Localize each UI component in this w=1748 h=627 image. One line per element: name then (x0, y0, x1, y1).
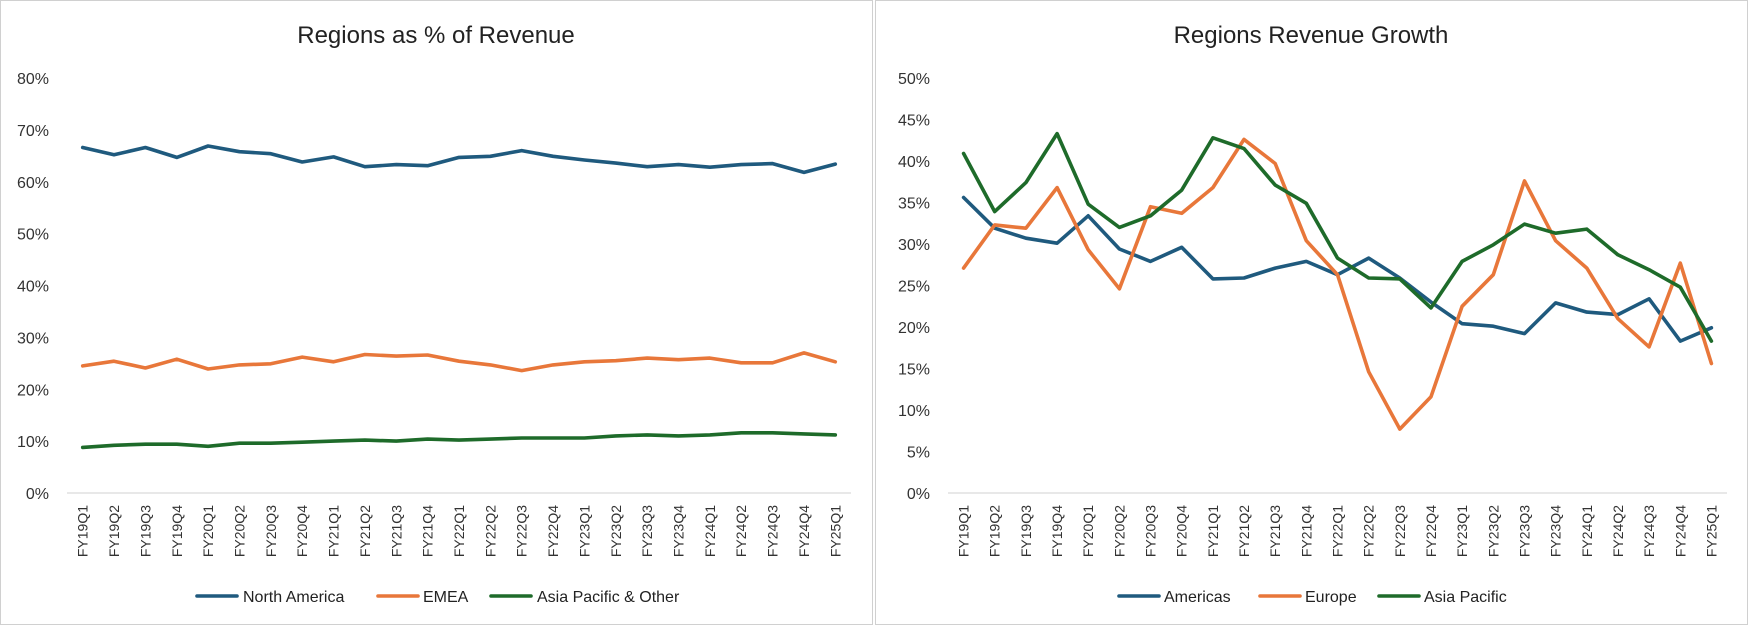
y-tick-label: 50% (898, 71, 930, 88)
legend: Americas Europe Asia Pacific (1117, 589, 1507, 606)
x-tick-label: FY20Q4 (294, 505, 310, 557)
x-tick-label: FY20Q2 (231, 505, 247, 557)
x-tick-label: FY22Q3 (1392, 505, 1408, 557)
x-tick-label: FY19Q2 (106, 505, 122, 557)
y-axis: 0% 5% 10% 15% 20% 25% 30% 35% 40% 45% 50% (898, 71, 930, 503)
series-group (961, 131, 1714, 431)
y-tick-label: 30% (898, 237, 930, 254)
x-tick-label: FY23Q2 (1485, 505, 1501, 557)
x-tick-label: FY25Q1 (1703, 505, 1719, 557)
x-tick-label: FY24Q3 (1641, 505, 1657, 557)
chart-regions-pct-revenue: Regions as % of Revenue 0% 10% 20% 30% 40% 50… (17, 22, 851, 606)
y-tick-label: 0% (26, 486, 49, 503)
x-tick-label: FY22Q2 (1361, 505, 1377, 557)
x-tick-label: FY23Q3 (639, 505, 655, 557)
y-tick-label: 5% (907, 445, 930, 462)
x-tick-label: FY24Q1 (702, 505, 718, 557)
x-tick-label: FY21Q2 (1236, 505, 1252, 557)
x-tick-label: FY24Q4 (796, 505, 812, 557)
y-tick-label: 25% (898, 279, 930, 296)
x-tick-label: FY20Q3 (1143, 505, 1159, 557)
chart-title: Regions as % of Revenue (297, 22, 575, 49)
legend-label: EMEA (423, 589, 469, 606)
x-tick-label: FY24Q2 (733, 505, 749, 557)
x-tick-label: FY19Q1 (75, 505, 91, 557)
x-tick-label: FY21Q3 (1267, 505, 1283, 557)
x-tick-label: FY21Q1 (326, 505, 342, 557)
legend: North America EMEA Asia Pacific & Other (195, 589, 680, 606)
y-tick-label: 45% (898, 113, 930, 130)
x-tick-label: FY23Q1 (576, 505, 592, 557)
x-tick-label: FY22Q1 (1330, 505, 1346, 557)
y-tick-label: 40% (17, 279, 49, 296)
x-tick-label: FY23Q4 (1548, 505, 1564, 557)
x-tick-label: FY22Q4 (545, 505, 561, 557)
x-tick-label: FY19Q1 (956, 505, 972, 557)
x-tick-label: FY24Q3 (765, 505, 781, 557)
x-tick-label: FY21Q2 (357, 505, 373, 557)
series-line-asia-pacific (961, 131, 1714, 343)
chart-regions-revenue-growth: Regions Revenue Growth 0% 5% 10% 15% 20% 25% 3… (898, 22, 1727, 606)
legend-label: Americas (1164, 589, 1231, 606)
legend-label: Europe (1305, 589, 1357, 606)
x-tick-label: FY24Q1 (1579, 505, 1595, 557)
y-tick-label: 80% (17, 71, 49, 88)
x-tick-label: FY21Q4 (1298, 505, 1314, 557)
series-line-europe (961, 137, 1714, 431)
x-tick-label: FY19Q2 (987, 505, 1003, 557)
y-tick-label: 40% (898, 154, 930, 171)
x-axis: FY19Q1 FY19Q2 FY19Q3 FY19Q4 FY20Q1 FY20Q2 FY20… (67, 492, 851, 557)
chart-title: Regions Revenue Growth (1174, 22, 1449, 49)
x-tick-label: FY24Q4 (1672, 505, 1688, 557)
y-tick-label: 50% (17, 227, 49, 244)
x-tick-label: FY24Q2 (1610, 505, 1626, 557)
y-tick-label: 15% (898, 362, 930, 379)
x-tick-label: FY23Q3 (1516, 505, 1532, 557)
x-tick-label: FY21Q4 (420, 505, 436, 557)
y-tick-label: 10% (17, 434, 49, 451)
x-tick-label: FY20Q1 (200, 505, 216, 557)
y-tick-label: 70% (17, 123, 49, 140)
x-tick-label: FY21Q1 (1205, 505, 1221, 557)
series-line-americas (961, 195, 1714, 343)
y-tick-label: 60% (17, 175, 49, 192)
x-tick-label: FY23Q4 (671, 505, 687, 557)
x-tick-label: FY25Q1 (827, 505, 843, 557)
x-tick-label: FY23Q1 (1454, 505, 1470, 557)
x-tick-label: FY22Q2 (482, 505, 498, 557)
x-tick-label: FY19Q3 (1018, 505, 1034, 557)
chart-panel-right: Regions Revenue Growth 0% 5% 10% 15% 20% 25% 3… (875, 0, 1748, 625)
legend-label: Asia Pacific (1424, 589, 1507, 606)
series-group (80, 144, 838, 450)
y-axis: 0% 10% 20% 30% 40% 50% 60% 70% 80% (17, 71, 49, 503)
legend-label: Asia Pacific & Other (537, 589, 680, 606)
y-tick-label: 30% (17, 330, 49, 347)
series-line-asia-pacific-other (80, 430, 838, 450)
y-tick-label: 10% (898, 403, 930, 420)
x-tick-label: FY21Q3 (388, 505, 404, 557)
x-tick-label: FY23Q2 (608, 505, 624, 557)
legend-label: North America (243, 589, 344, 606)
y-tick-label: 0% (907, 486, 930, 503)
series-line-north-america (80, 144, 838, 175)
x-axis: FY19Q1 FY19Q2 FY19Q3 FY19Q4 FY20Q1 FY20Q2 FY20… (948, 492, 1727, 557)
x-tick-label: FY19Q3 (137, 505, 153, 557)
x-tick-label: FY22Q4 (1423, 505, 1439, 557)
x-tick-label: FY20Q3 (263, 505, 279, 557)
y-tick-label: 20% (898, 320, 930, 337)
series-line-emea (80, 351, 838, 373)
x-tick-label: FY20Q4 (1174, 505, 1190, 557)
x-tick-label: FY22Q3 (514, 505, 530, 557)
x-tick-label: FY20Q2 (1111, 505, 1127, 557)
x-tick-label: FY19Q4 (169, 505, 185, 557)
y-tick-label: 35% (898, 196, 930, 213)
chart-panel-left: Regions as % of Revenue 0% 10% 20% 30% 40% 50… (0, 0, 873, 625)
x-tick-label: FY19Q4 (1049, 505, 1065, 557)
y-tick-label: 20% (17, 382, 49, 399)
x-tick-label: FY20Q1 (1080, 505, 1096, 557)
x-tick-label: FY22Q1 (451, 505, 467, 557)
